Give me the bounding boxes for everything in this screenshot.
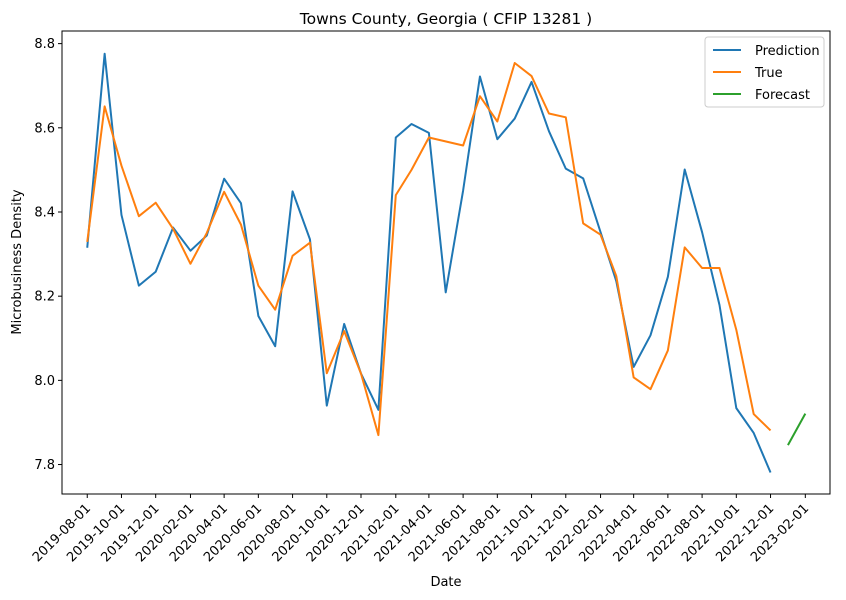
y-tick-label: 8.6	[34, 121, 55, 136]
y-tick-label: 8.4	[34, 205, 55, 220]
y-axis: 7.8 8.0 8.2 8.4 8.6 8.8	[34, 37, 62, 473]
series-line-forecast	[787, 413, 807, 446]
legend-label-forecast: Forecast	[755, 88, 810, 103]
y-axis-title: Microbusiness Density	[10, 189, 25, 335]
y-tick-label: 8.8	[34, 37, 55, 52]
series-layer	[86, 52, 807, 473]
legend-label-true: True	[754, 66, 783, 81]
series-line-prediction	[86, 52, 772, 473]
legend-box	[704, 36, 825, 108]
y-tick-label: 8.2	[34, 290, 55, 305]
plot-frame	[61, 30, 831, 495]
legend: Prediction True Forecast	[704, 36, 825, 108]
chart-title: Towns County, Georgia ( CFIP 13281 )	[299, 10, 592, 28]
series-line-true	[86, 61, 772, 437]
x-axis-title: Date	[430, 575, 461, 590]
legend-label-prediction: Prediction	[755, 44, 820, 59]
y-tick-label: 8.0	[34, 374, 55, 389]
y-tick-label: 7.8	[34, 458, 55, 473]
